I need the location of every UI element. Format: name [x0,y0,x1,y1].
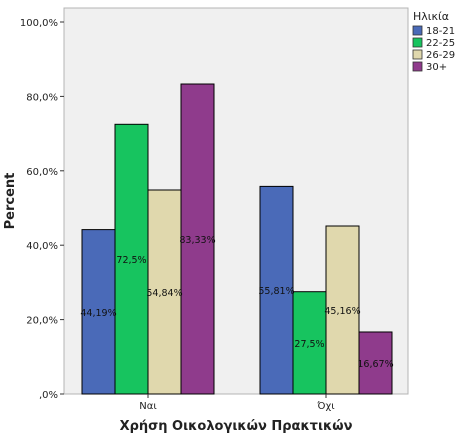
bar-value-label: 44,19% [80,308,116,319]
y-tick-label: 100,0% [20,18,58,29]
x-tick-label: Όχι [316,400,335,412]
y-tick-label: 80,0% [26,92,58,103]
y-axis: ,0% 20,0% 40,0% 60,0% 80,0% 100,0% [20,18,64,401]
bar-labels: 44,19% 72,5% 54,84% 83,33% 55,81% 27,5% 45,16%… [80,235,393,370]
bars [81,83,393,395]
bar [292,291,327,395]
bar-value-label: 83,33% [179,235,215,246]
legend-swatch [412,37,423,48]
legend-swatch [412,61,423,72]
legend-title: Ηλικία [413,10,449,23]
bar [325,225,360,395]
bar-value-label: 72,5% [116,255,146,266]
bar-value-label: 54,84% [146,288,182,299]
bar-value-label: 27,5% [294,339,324,350]
legend-label: 30+ [426,62,447,73]
y-tick-label: 40,0% [26,241,58,252]
legend-swatch [412,49,423,60]
bar-value-label: 55,81% [258,286,294,297]
legend-label: 26-29 [426,50,455,61]
y-tick-label: 20,0% [26,316,58,327]
bar [147,189,182,395]
x-axis: Ναι Όχι [139,394,335,412]
x-tick-label: Ναι [139,401,157,412]
bar [259,185,294,395]
legend-label: 22-25 [426,38,455,49]
bar [358,331,393,395]
bar-value-label: 45,16% [324,306,360,317]
legend-swatch [412,25,423,36]
y-tick-label: ,0% [39,390,58,401]
x-axis-title: Χρήση Οικολογικών Πρακτικών [120,419,353,434]
y-axis-title: Percent [3,173,18,230]
bar [180,83,215,395]
y-tick-label: 60,0% [26,167,58,178]
bar-value-label: 16,67% [357,359,393,370]
legend-label: 18-21 [426,26,455,37]
